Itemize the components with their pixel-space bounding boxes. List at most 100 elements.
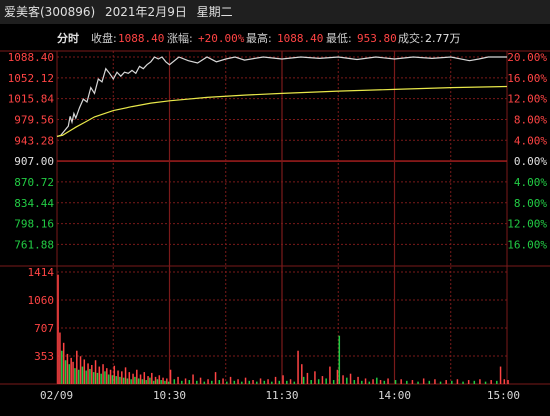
volume-bar xyxy=(496,380,498,384)
volume-tick-label: 707 xyxy=(34,322,54,335)
volume-bar xyxy=(484,381,487,384)
volume-bar xyxy=(289,379,292,384)
volume-bar xyxy=(115,376,117,384)
volume-bar xyxy=(473,380,476,384)
volume-tick-label: 1060 xyxy=(28,294,55,307)
volume-bar xyxy=(456,379,459,384)
volume-bar xyxy=(124,367,127,384)
volume-bar xyxy=(214,372,217,384)
stock-name: 爱美客(300896) xyxy=(4,5,96,19)
volume-bar xyxy=(422,378,425,384)
volume-bar xyxy=(111,375,114,384)
volume-bar xyxy=(368,381,371,384)
volume-bar xyxy=(317,379,320,384)
volume-bar xyxy=(188,380,191,384)
volume-bar xyxy=(353,380,356,384)
volume-bar xyxy=(92,372,95,384)
volume-bar xyxy=(364,378,367,384)
time-tick-label: 15:00 xyxy=(487,389,520,402)
volume-bar xyxy=(96,372,99,384)
volume-bar xyxy=(139,374,142,384)
volume-bar xyxy=(346,377,348,384)
volume-bar xyxy=(74,368,76,384)
volume-bar xyxy=(361,380,363,384)
volume-bar xyxy=(57,274,59,384)
volume-bar xyxy=(321,376,324,384)
time-axis: 02/09 10:30 11:30 14:00 15:00 xyxy=(40,389,520,402)
volume-bar xyxy=(383,380,386,384)
volume-bar xyxy=(83,359,86,384)
time-tick-label: 02/09 xyxy=(40,389,73,402)
time-tick-label: 10:30 xyxy=(153,389,186,402)
volume-bar xyxy=(310,380,312,384)
volume-bar xyxy=(81,366,84,384)
volume-bar xyxy=(151,372,153,384)
volume-label: 成交: xyxy=(398,31,424,45)
volume-bar xyxy=(126,378,129,384)
volume-bar xyxy=(61,350,63,384)
volume-bar xyxy=(226,381,228,384)
volume-bar xyxy=(244,377,247,384)
intraday-chart[interactable]: 分时 收盘: 1088.40 涨幅: +20.00% 最高: 1088.40 最… xyxy=(0,24,550,416)
volume-bar xyxy=(338,335,341,384)
volume-bar xyxy=(222,378,224,384)
volume-bar xyxy=(102,364,104,384)
price-tick-label: 907.00 xyxy=(14,155,54,168)
volume-bar xyxy=(160,380,162,384)
volume-bar xyxy=(130,379,132,384)
volume-bar xyxy=(211,380,213,384)
volume-bar xyxy=(256,381,258,384)
volume-bar xyxy=(137,378,140,384)
volume-bar xyxy=(248,380,251,384)
volume-bar xyxy=(263,380,266,384)
volume-tick-label: 1414 xyxy=(28,266,55,279)
close-label: 收盘: xyxy=(91,31,117,45)
volume-bar xyxy=(394,380,397,384)
volume-bar xyxy=(70,357,72,384)
volume-bar xyxy=(293,381,296,384)
volume-bar xyxy=(134,376,136,384)
price-tick-label: 943.28 xyxy=(14,134,54,147)
volume-bar xyxy=(79,356,82,384)
volume-bar xyxy=(479,379,481,384)
high-value: 1088.40 xyxy=(277,32,323,45)
volume-bar xyxy=(467,380,470,384)
average-price-line xyxy=(56,85,508,137)
volume-bar xyxy=(451,380,453,384)
volume-bar xyxy=(507,380,509,384)
price-lines xyxy=(56,56,508,137)
close-value: 1088.40 xyxy=(118,32,164,45)
volume-bar xyxy=(72,361,74,384)
volume-bar xyxy=(445,380,447,384)
volume-bar xyxy=(169,369,172,384)
volume-bar xyxy=(177,376,179,384)
volume-bar xyxy=(286,380,288,384)
volume-bar xyxy=(196,380,198,384)
volume-bar xyxy=(145,380,147,384)
volume-bar xyxy=(411,380,414,384)
volume-bar xyxy=(113,365,116,384)
volume-bar xyxy=(428,380,431,384)
volume-bar xyxy=(119,376,121,384)
low-label: 最低: xyxy=(326,32,352,45)
price-line xyxy=(56,56,507,137)
volume-bar xyxy=(109,369,112,384)
volume-bars xyxy=(57,274,509,384)
volume-bar xyxy=(62,342,65,384)
volume-bar xyxy=(278,380,281,384)
price-tick-label: 761.88 xyxy=(14,238,54,251)
volume-bar xyxy=(499,366,502,384)
percent-tick-label: 20.00% xyxy=(507,51,547,64)
price-tick-label: 979.56 xyxy=(14,113,54,126)
volume-bar xyxy=(203,381,206,384)
change-label: 涨幅: xyxy=(167,32,193,45)
volume-bar xyxy=(379,380,382,384)
volume-tick-label: 353 xyxy=(34,350,54,363)
volume-bar xyxy=(349,373,352,384)
volume-bar xyxy=(91,364,93,384)
volume-bar xyxy=(152,380,155,384)
volume-bar xyxy=(122,377,125,384)
volume-bar xyxy=(117,370,119,384)
price-tick-label: 834.44 xyxy=(14,197,54,210)
